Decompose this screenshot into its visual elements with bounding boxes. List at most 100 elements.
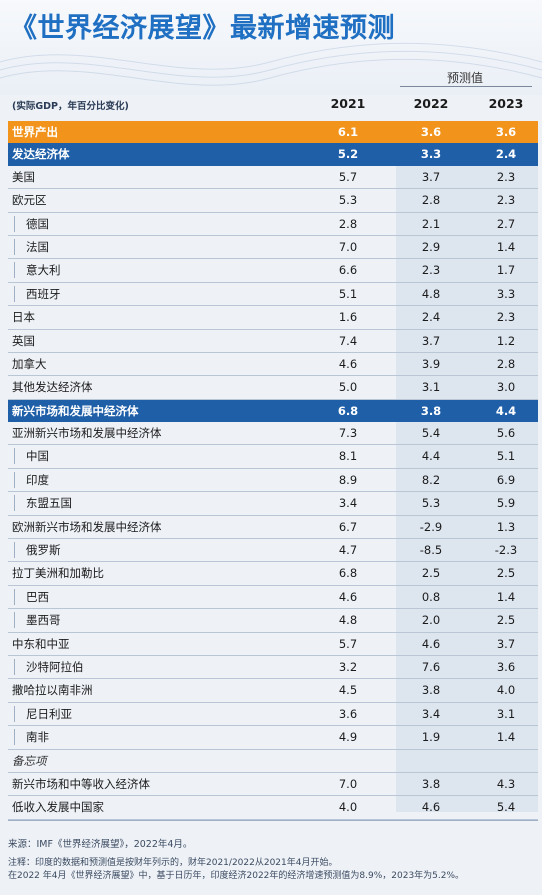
row-label: 意大利 <box>14 259 61 281</box>
value-2021: 7.0 <box>338 239 358 254</box>
value-2023: 2.3 <box>496 169 516 184</box>
value-2021: 5.7 <box>338 169 358 184</box>
row-label: 俄罗斯 <box>14 539 61 561</box>
value-2022: 2.8 <box>421 193 441 208</box>
value-2021: 7.3 <box>338 426 358 441</box>
value-2022: 2.5 <box>421 566 441 581</box>
table-row: 亚洲新兴市场和发展中经济体 7.3 5.4 5.6 <box>8 422 538 446</box>
value-2021: 7.0 <box>338 776 358 791</box>
row-label: 中东和中亚 <box>12 636 70 651</box>
forecast-column-background <box>396 121 538 812</box>
value-2022: 8.2 <box>421 472 441 487</box>
table-row: 德国 2.8 2.1 2.7 <box>8 213 538 236</box>
value-2023: 2.3 <box>496 193 516 208</box>
value-2021: 5.1 <box>338 286 358 301</box>
value-2021: 3.4 <box>338 496 358 511</box>
value-2023: 4.0 <box>496 683 516 698</box>
value-2022: -8.5 <box>419 543 443 558</box>
value-2023: 3.1 <box>496 706 516 721</box>
table-row: 欧洲新兴市场和发展中经济体 6.7 -2.9 1.3 <box>8 516 538 540</box>
row-label: 撒哈拉以南非洲 <box>12 683 93 698</box>
table-row: 拉丁美洲和加勒比 6.8 2.5 2.5 <box>8 562 538 586</box>
table-row: 日本 1.6 2.4 2.3 <box>8 306 538 330</box>
table-row: 墨西哥 4.8 2.0 2.5 <box>8 609 538 633</box>
row-label: 墨西哥 <box>14 609 61 631</box>
value-2023: 2.4 <box>495 147 517 162</box>
header-background <box>0 0 542 95</box>
value-2022: 2.0 <box>421 613 441 628</box>
row-label: 备忘项 <box>12 753 47 768</box>
value-2023: 6.9 <box>496 472 516 487</box>
value-2021: 4.0 <box>338 800 358 815</box>
table-row: 法国 7.0 2.9 1.4 <box>8 236 538 260</box>
value-2021: 3.2 <box>338 659 358 674</box>
value-2022: 4.6 <box>421 636 441 651</box>
table-row: 撒哈拉以南非洲 4.5 3.8 4.0 <box>8 679 538 703</box>
value-2021: 4.8 <box>338 613 358 628</box>
value-2021: 3.6 <box>338 706 358 721</box>
table-row: 中东和中亚 5.7 4.6 3.7 <box>8 633 538 656</box>
year-header-2021: 2021 <box>330 96 366 111</box>
row-label: 世界产出 <box>12 125 58 139</box>
value-2023: 5.4 <box>496 800 516 815</box>
table-row: 中国 8.1 4.4 5.1 <box>8 445 538 469</box>
value-2023: 2.5 <box>496 613 516 628</box>
value-2021: 1.6 <box>338 310 358 325</box>
row-label: 其他发达经济体 <box>12 380 93 395</box>
table-row: 新兴市场和中等收入经济体 7.0 3.8 4.3 <box>8 773 538 797</box>
value-2022: 2.4 <box>421 310 441 325</box>
value-2023: 3.6 <box>496 659 516 674</box>
value-2023: 3.3 <box>496 286 516 301</box>
value-2021: 5.0 <box>338 380 358 395</box>
value-2021: 7.4 <box>338 333 358 348</box>
row-label: 新兴市场和发展中经济体 <box>12 403 139 418</box>
row-label: 尼日利亚 <box>14 703 72 725</box>
value-2021: 5.7 <box>338 636 358 651</box>
value-2022: 1.9 <box>421 730 441 745</box>
value-2023: 4.4 <box>495 403 517 418</box>
table-row: 加拿大 4.6 3.9 2.8 <box>8 353 538 377</box>
footer-divider <box>8 820 538 821</box>
value-2021: 4.6 <box>338 589 358 604</box>
value-2021: 6.7 <box>338 519 358 534</box>
value-2022: 4.8 <box>421 286 441 301</box>
value-2022: 2.9 <box>421 239 441 254</box>
year-header-2022: 2022 <box>413 96 449 111</box>
row-label: 低收入发展中国家 <box>12 800 104 815</box>
footnote-line-1: 注释：印度的数据和预测值是按财年列示的，财年2021/2022从2021年4月开… <box>8 858 338 868</box>
table-row: 备忘项 <box>8 750 538 773</box>
row-label: 亚洲新兴市场和发展中经济体 <box>12 426 162 441</box>
row-label: 德国 <box>14 213 49 235</box>
value-2021: 5.2 <box>337 147 359 162</box>
value-2021: 8.1 <box>338 449 358 464</box>
gdp-table: 世界产出 6.1 3.6 3.6 发达经济体 5.2 3.3 2.4 美国 5.7 3.7 2.3 欧元… <box>8 121 538 820</box>
value-2022: 3.9 <box>421 356 441 371</box>
value-2022: 3.7 <box>421 333 441 348</box>
value-2021: 8.9 <box>338 472 358 487</box>
value-2023: 5.1 <box>496 449 516 464</box>
value-2022: 3.1 <box>421 380 441 395</box>
value-2021: 6.8 <box>338 566 358 581</box>
row-label: 东盟五国 <box>14 492 72 514</box>
value-2021: 2.8 <box>338 216 358 231</box>
table-row: 西班牙 5.1 4.8 3.3 <box>8 283 538 307</box>
table-row: 东盟五国 3.4 5.3 5.9 <box>8 492 538 516</box>
value-2022: 4.4 <box>421 449 441 464</box>
row-label: 加拿大 <box>12 356 47 371</box>
value-2022: 3.7 <box>421 169 441 184</box>
value-2023: 5.6 <box>496 426 516 441</box>
value-2023: 1.3 <box>496 519 516 534</box>
table-row: 意大利 6.6 2.3 1.7 <box>8 259 538 283</box>
row-label: 巴西 <box>14 586 49 608</box>
value-2023: 3.7 <box>496 636 516 651</box>
value-2022: 3.4 <box>421 706 441 721</box>
row-label: 印度 <box>14 469 49 491</box>
value-2021: 6.8 <box>337 403 359 418</box>
value-2022: 5.4 <box>421 426 441 441</box>
value-2021: 5.3 <box>338 193 358 208</box>
value-2023: 2.3 <box>496 310 516 325</box>
row-label: 拉丁美洲和加勒比 <box>12 566 104 581</box>
value-2023: 2.8 <box>496 356 516 371</box>
forecast-divider <box>400 86 532 87</box>
value-2022: 5.3 <box>421 496 441 511</box>
